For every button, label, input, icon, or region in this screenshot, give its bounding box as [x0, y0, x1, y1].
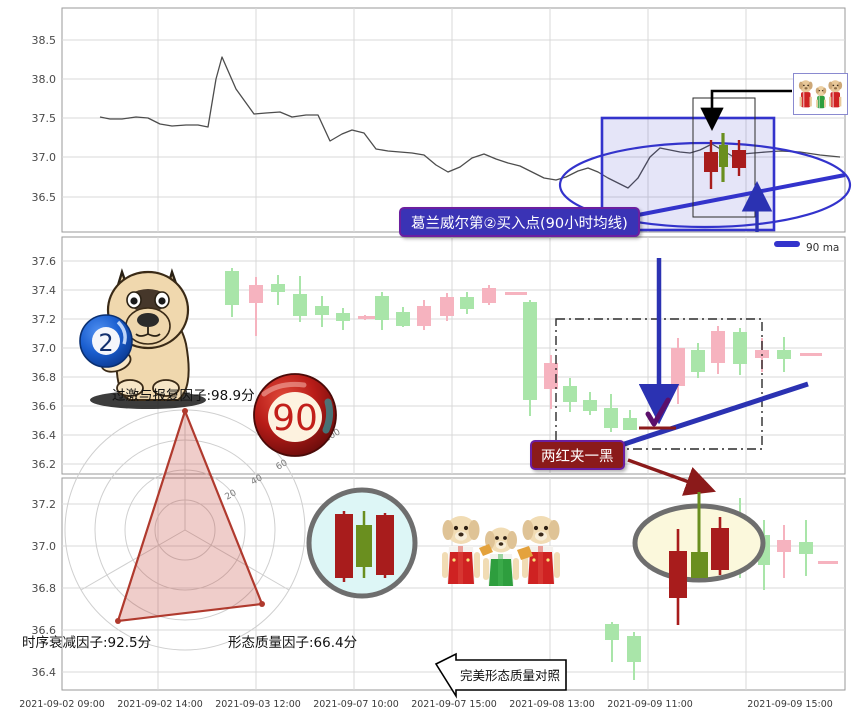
- legend-90ma: 90 ma: [774, 241, 839, 254]
- xtick-6: 2021-09-09 11:00: [607, 699, 693, 710]
- connector-top-puppies: [700, 89, 792, 131]
- radar-chart: 20 40 60 80 100: [64, 407, 343, 651]
- radar-tick-40: 40: [250, 473, 265, 488]
- callout-pattern-label: 两红夹一黑: [541, 448, 614, 465]
- xtick-5: 2021-09-08 13:00: [509, 699, 595, 710]
- xtick-3: 2021-09-07 10:00: [313, 699, 399, 710]
- zoom-box-top: [692, 97, 756, 218]
- callout-pattern-name[interactable]: 两红夹一黑: [530, 440, 625, 470]
- radar-data-polygon: [116, 407, 264, 623]
- xtick-1: 2021-09-02 14:00: [117, 699, 203, 710]
- three-plush-dogs-icon: [442, 516, 560, 586]
- german-shepherd-icon: 2: [79, 268, 206, 409]
- mascot-ball-ninety: 90: [252, 372, 338, 458]
- plush-dogs-illustration: [437, 506, 565, 588]
- ytick-bot-4: 36.4: [32, 666, 57, 679]
- pattern-candles-bottom: [669, 492, 729, 625]
- highlight-ellipse-top: [558, 141, 852, 229]
- radar-tick-60: 60: [275, 458, 290, 473]
- pattern-thumbnail-top: [793, 73, 848, 115]
- ytick-mid-5: 36.6: [32, 400, 57, 413]
- candles-mid: [225, 268, 822, 432]
- ytick-bot-1: 37.0: [32, 540, 57, 553]
- pattern-candles-top: [704, 133, 746, 189]
- ytick-top-1: 38.0: [32, 73, 57, 86]
- check-icon-mid: [645, 397, 671, 427]
- ytick-top-4: 36.5: [32, 191, 57, 204]
- yaxis-top-labels: 38.5 38.0 37.5 37.0 36.5: [32, 34, 57, 204]
- ytick-top-0: 38.5: [32, 34, 57, 47]
- xtick-2: 2021-09-03 12:00: [215, 699, 301, 710]
- price-line-top: [99, 56, 841, 189]
- ball-two-number: 2: [98, 329, 113, 357]
- ytick-bot-0: 37.2: [32, 498, 57, 511]
- radar-label-right-text: 形态质量因子:66.4分: [228, 635, 358, 651]
- radar-label-top: 过激与报复因子:98.9分: [112, 384, 255, 404]
- legend-label: 90 ma: [806, 242, 839, 254]
- radar-tick-20: 20: [224, 488, 239, 503]
- ytick-mid-4: 36.8: [32, 371, 57, 384]
- xtick-4: 2021-09-07 15:00: [411, 699, 497, 710]
- ytick-bot-3: 36.6: [32, 624, 57, 637]
- ytick-top-3: 37.0: [32, 151, 57, 164]
- ytick-top-2: 37.5: [32, 112, 57, 125]
- yaxis-mid-labels: 37.6 37.4 37.2 37.0 36.8 36.6 36.4 36.2: [32, 255, 57, 471]
- radar-label-top-text: 过激与报复因子:98.9分: [112, 388, 255, 404]
- ytick-bot-2: 36.8: [32, 582, 57, 595]
- radar-label-left: 时序衰减因子:92.5分: [22, 631, 151, 651]
- three-puppies-icon: [798, 80, 843, 109]
- ytick-mid-1: 37.4: [32, 284, 57, 297]
- ytick-mid-3: 37.0: [32, 342, 57, 355]
- ytick-mid-0: 37.6: [32, 255, 57, 268]
- radar-label-right: 形态质量因子:66.4分: [228, 631, 357, 651]
- callout-buy-point[interactable]: 葛兰威尔第②买入点(90小时均线): [399, 207, 640, 237]
- ytick-mid-2: 37.2: [32, 313, 57, 326]
- xaxis-labels: 2021-09-02 09:00 2021-09-02 14:00 2021-0…: [19, 699, 833, 710]
- yaxis-bottom-labels: 37.2 37.0 36.8 36.6 36.4: [32, 498, 57, 679]
- reference-pattern-candles: [335, 511, 394, 582]
- compare-banner[interactable]: 完美形态质量对照: [434, 652, 567, 699]
- mascot-dog-with-ball: 2: [60, 248, 235, 413]
- xtick-7: 2021-09-09 15:00: [747, 699, 833, 710]
- support-trend-line-mid: [605, 381, 809, 453]
- callout-buy-point-label: 葛兰威尔第②买入点(90小时均线): [411, 215, 628, 232]
- compare-banner-label: 完美形态质量对照: [460, 668, 560, 683]
- compare-arrow-darkred: [627, 458, 716, 496]
- xtick-0: 2021-09-02 09:00: [19, 699, 105, 710]
- radar-label-left-text: 时序衰减因子:92.5分: [22, 635, 152, 651]
- ball-ninety-number: 90: [272, 398, 318, 439]
- ninety-ball-icon: 90: [253, 373, 337, 457]
- ytick-mid-6: 36.4: [32, 429, 57, 442]
- ytick-mid-7: 36.2: [32, 458, 57, 471]
